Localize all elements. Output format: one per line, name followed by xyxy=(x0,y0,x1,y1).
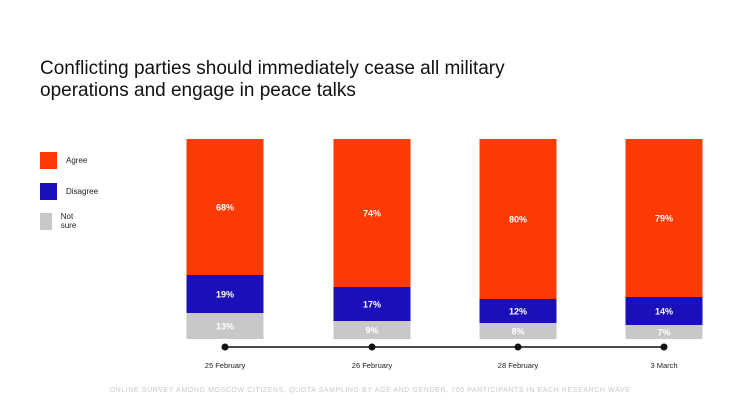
bar-segment-not-sure xyxy=(625,325,703,339)
bar-segment-agree xyxy=(333,139,411,287)
legend-label-agree: Agree xyxy=(66,156,88,165)
legend-label-not-sure: Not sure xyxy=(60,212,77,230)
data-label-disagree: 14% xyxy=(655,307,673,317)
data-label-not-sure: 7% xyxy=(657,328,670,338)
bar-segment-not-sure xyxy=(479,323,557,339)
timeline-dot xyxy=(660,343,668,351)
data-label-disagree: 19% xyxy=(216,290,234,300)
data-label-not-sure: 13% xyxy=(216,322,234,332)
legend-swatch-disagree xyxy=(40,183,57,200)
chart-title: Conflicting parties should immediately c… xyxy=(40,58,505,101)
bar-segment-agree xyxy=(479,139,557,299)
legend-swatch-agree xyxy=(40,152,57,169)
x-tick-label: 26 February xyxy=(352,361,393,370)
x-tick-label: 28 February xyxy=(498,361,539,370)
bar-segment-disagree xyxy=(625,297,703,325)
x-tick-label: 25 February xyxy=(205,361,246,370)
footnote: ONLINE SURVEY AMONG MOSCOW CITIZENS, QUO… xyxy=(109,387,631,394)
bar-segment-disagree xyxy=(186,275,264,313)
bar-segment-not-sure xyxy=(186,313,264,339)
timeline-dot xyxy=(368,343,376,351)
data-label-agree: 79% xyxy=(655,214,673,224)
bar-segment-disagree xyxy=(479,299,557,323)
data-label-disagree: 12% xyxy=(509,307,527,317)
timeline-dot xyxy=(221,343,229,351)
legend-item-disagree: Disagree xyxy=(40,183,98,200)
bar-segment-disagree xyxy=(333,287,411,321)
legend-label-disagree: Disagree xyxy=(66,187,99,196)
bar-segment-not-sure xyxy=(333,321,411,339)
data-label-not-sure: 8% xyxy=(511,327,524,337)
bar-segment-agree xyxy=(625,139,703,297)
bar-segment-agree xyxy=(186,139,264,275)
legend-item-agree: Agree xyxy=(40,152,87,169)
data-label-agree: 68% xyxy=(216,203,234,213)
legend-item-not-sure: Not sure xyxy=(40,212,82,230)
timeline-dot xyxy=(514,343,522,351)
data-label-disagree: 17% xyxy=(363,300,381,310)
data-label-agree: 80% xyxy=(509,215,527,225)
x-tick-label: 3 March xyxy=(650,361,677,370)
legend-swatch-not-sure xyxy=(40,212,52,230)
data-label-not-sure: 9% xyxy=(365,326,378,336)
data-label-agree: 74% xyxy=(363,209,381,219)
